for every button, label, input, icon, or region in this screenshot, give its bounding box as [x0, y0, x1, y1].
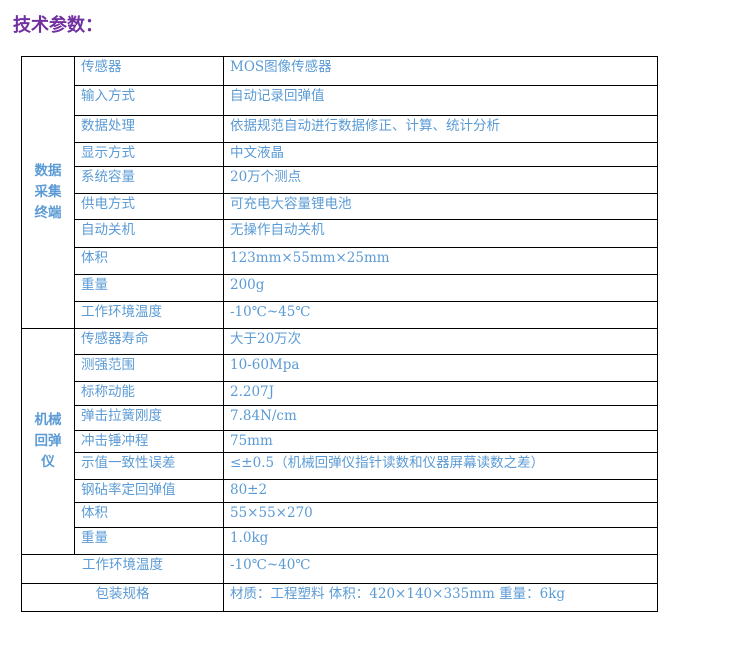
spec-value: 55×55×270 — [223, 502, 658, 528]
spec-name: 工作环境温度 — [74, 301, 224, 329]
spec-value: 依据规范自动进行数据修正、计算、统计分析 — [223, 115, 658, 143]
spec-value: 中文液晶 — [223, 142, 658, 167]
spec-value: 2.207J — [223, 381, 658, 406]
table-row: 体积 123mm×55mm×25mm — [22, 247, 658, 275]
spec-value: 10-60Mpa — [223, 354, 658, 382]
spec-name: 测强范围 — [74, 354, 224, 382]
table-row: 数据采集终端 传感器 MOS图像传感器 — [21, 56, 658, 329]
spec-value: -10℃~45℃ — [223, 301, 658, 329]
table-row: 弹击拉簧刚度 7.84N/cm — [22, 405, 658, 431]
spec-value: 80±2 — [223, 479, 658, 503]
spec-value: 7.84N/cm — [223, 405, 658, 431]
spec-name: 体积 — [74, 502, 224, 528]
spec-name: 传感器寿命 — [74, 328, 224, 355]
table-row: 工作环境温度 -10℃~40℃ — [21, 554, 658, 584]
spec-name: 自动关机 — [74, 219, 224, 248]
table-row: 供电方式 可充电大容量锂电池 — [22, 193, 658, 220]
spec-value: 123mm×55mm×25mm — [223, 247, 658, 275]
table-row: 测强范围 10-60Mpa — [22, 354, 658, 382]
spec-value: ≤±0.5（机械回弹仪指针读数和仪器屏幕读数之差） — [223, 452, 658, 480]
spec-value: 200g — [223, 274, 658, 302]
spec-value: 大于20万次 — [223, 328, 658, 355]
table-row: 工作环境温度 -10℃~45℃ — [22, 301, 658, 329]
table-row: 示值一致性误差 ≤±0.5（机械回弹仪指针读数和仪器屏幕读数之差） — [22, 452, 658, 480]
spec-name: 传感器 — [74, 56, 224, 86]
spec-value: 1.0kg — [223, 527, 658, 555]
spec-value: 20万个测点 — [223, 166, 658, 194]
table-row: 冲击锤冲程 75mm — [22, 430, 658, 453]
group-label: 机械回弹仪 — [21, 328, 75, 555]
spec-value: 可充电大容量锂电池 — [223, 193, 658, 220]
group-label: 数据采集终端 — [21, 56, 75, 329]
spec-name: 重量 — [74, 527, 224, 555]
spec-value: 75mm — [223, 430, 658, 453]
spec-name: 标称动能 — [74, 381, 224, 406]
spec-value: 材质：工程塑料 体积：420×140×335mm 重量：6kg — [223, 583, 658, 612]
spec-name: 冲击锤冲程 — [74, 430, 224, 453]
table-row: 体积 55×55×270 — [22, 502, 658, 528]
spec-name: 数据处理 — [74, 115, 224, 143]
table-row: 机械回弹仪 传感器寿命 大于20万次 — [21, 328, 658, 555]
table-row: 钢砧率定回弹值 80±2 — [22, 479, 658, 503]
table-row: 系统容量 20万个测点 — [22, 166, 658, 194]
spec-name: 重量 — [74, 274, 224, 302]
spec-name: 弹击拉簧刚度 — [74, 405, 224, 431]
table-row: 重量 200g — [22, 274, 658, 302]
table-row: 包装规格 材质：工程塑料 体积：420×140×335mm 重量：6kg — [21, 583, 658, 612]
spec-name: 工作环境温度 — [21, 554, 224, 584]
table-row: 自动关机 无操作自动关机 — [22, 219, 658, 248]
spec-name: 输入方式 — [74, 85, 224, 116]
spec-name: 供电方式 — [74, 193, 224, 220]
spec-name: 显示方式 — [74, 142, 224, 167]
spec-value: 无操作自动关机 — [223, 219, 658, 248]
spec-name: 包装规格 — [21, 583, 224, 612]
spec-value: MOS图像传感器 — [223, 56, 658, 86]
table-row: 输入方式 自动记录回弹值 — [22, 85, 658, 116]
spec-name: 示值一致性误差 — [74, 452, 224, 480]
table-row: 标称动能 2.207J — [22, 381, 658, 406]
table-row: 重量 1.0kg — [22, 527, 658, 555]
spec-value: -10℃~40℃ — [223, 554, 658, 584]
spec-name: 系统容量 — [74, 166, 224, 194]
table-row: 数据处理 依据规范自动进行数据修正、计算、统计分析 — [22, 115, 658, 143]
spec-name: 钢砧率定回弹值 — [74, 479, 224, 503]
table-row: 显示方式 中文液晶 — [22, 142, 658, 167]
spec-table: 数据采集终端 传感器 MOS图像传感器 输入方式 自动记录回弹值 数据处理 依据规范自动进行… — [21, 56, 658, 612]
spec-name: 体积 — [74, 247, 224, 275]
section-title: 技术参数： — [13, 15, 103, 36]
spec-value: 自动记录回弹值 — [223, 85, 658, 116]
